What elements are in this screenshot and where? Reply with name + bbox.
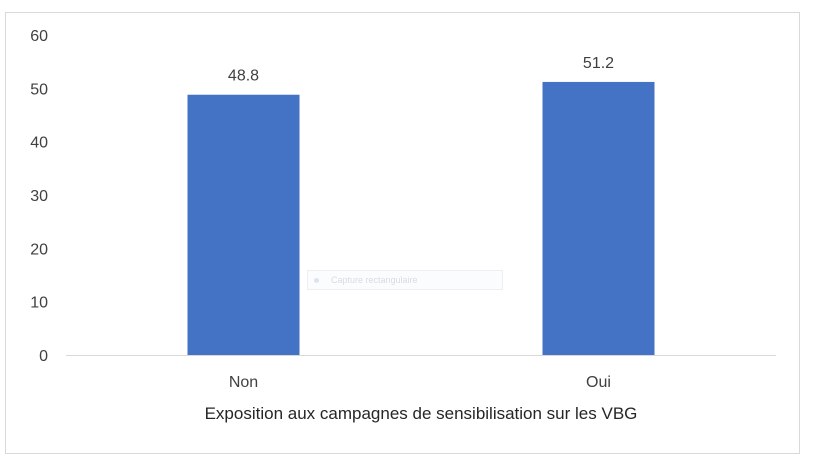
y-axis-ticks: 0 10 20 30 40 50 60: [30, 28, 48, 365]
capture-icon: [314, 278, 319, 284]
bar-non: [187, 94, 300, 355]
category-label: Oui: [586, 374, 611, 391]
y-tick-label: 10: [30, 295, 48, 312]
y-tick-label: 30: [30, 188, 48, 205]
y-tick-label: 0: [39, 348, 48, 365]
chart-frame: [5, 12, 800, 454]
data-label: 51.2: [583, 55, 614, 72]
y-tick-label: 40: [30, 135, 48, 152]
screen-capture-tooltip: Capture rectangulaire: [307, 270, 503, 290]
category-labels-group: Non Oui: [229, 374, 611, 391]
y-tick-label: 20: [30, 241, 48, 258]
tooltip-text: Capture rectangulaire: [331, 275, 418, 285]
bar-oui: [542, 81, 655, 355]
data-label: 48.8: [228, 68, 259, 85]
y-tick-label: 60: [30, 28, 48, 45]
x-axis-title: Exposition aux campagnes de sensibilisat…: [205, 404, 638, 423]
category-label: Non: [229, 374, 258, 391]
y-tick-label: 50: [30, 81, 48, 98]
data-labels-group: 48.8 51.2: [228, 55, 614, 85]
bars-group: [187, 81, 655, 355]
